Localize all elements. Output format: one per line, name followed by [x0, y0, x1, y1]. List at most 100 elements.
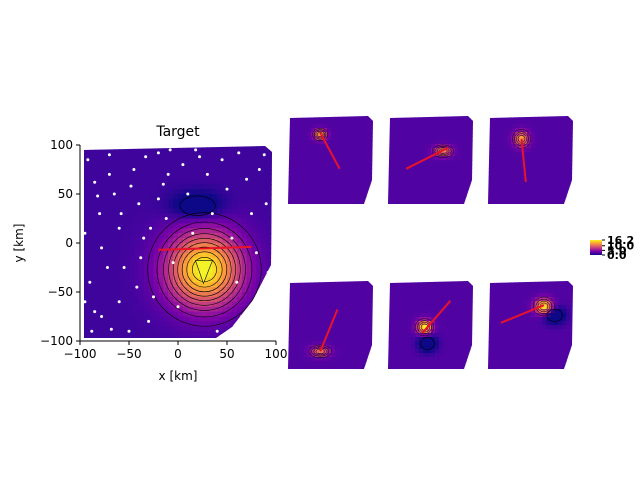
heat-cell [143, 282, 150, 288]
heat-cell [256, 321, 262, 327]
heat-cell [104, 282, 110, 288]
heat-cell [299, 128, 305, 133]
heat-cell [395, 285, 401, 290]
heat-cell [231, 243, 238, 249]
heat-cell [558, 329, 563, 334]
heat-cell [331, 357, 336, 362]
heat-cell [358, 345, 363, 350]
station-point [250, 212, 253, 216]
heat-cell [168, 169, 174, 175]
heat-cell [236, 146, 243, 151]
heat-cell [495, 293, 501, 298]
heat-cell [388, 313, 393, 318]
heat-cell [554, 128, 559, 133]
heat-cell [495, 160, 501, 165]
heat-cell [362, 132, 367, 137]
heat-cell [124, 146, 130, 151]
heat-cell [466, 337, 471, 342]
heat-cell [399, 353, 405, 358]
heat-cell [550, 192, 555, 197]
heat-cell [271, 208, 272, 215]
heat-cell [299, 281, 305, 286]
heat-cell [438, 305, 444, 310]
heat-cell [350, 128, 355, 133]
heat-cell [114, 277, 120, 283]
heat-cell [303, 349, 309, 354]
heat-cell [358, 140, 363, 145]
heat-cell [315, 345, 320, 350]
heat-cell [217, 272, 223, 278]
heat-cell [554, 317, 559, 322]
heat-cell [399, 357, 405, 362]
heat-cell [303, 365, 309, 369]
heat-cell [503, 152, 509, 157]
heat-cell [331, 128, 336, 133]
heat-cell [462, 160, 467, 165]
heat-cell [427, 281, 432, 286]
heat-cell [403, 365, 409, 369]
heat-cell [307, 357, 312, 362]
heat-cell [527, 184, 532, 189]
heat-cell [423, 152, 428, 157]
heat-cell [550, 200, 555, 204]
heat-cell [124, 198, 130, 205]
heat-cell [133, 267, 140, 273]
heat-cell [370, 152, 373, 157]
heat-cell [495, 168, 501, 173]
heat-cell [119, 247, 125, 254]
heat-cell [403, 160, 409, 165]
heat-cell [388, 168, 393, 173]
heat-cell [303, 345, 309, 350]
heat-cell [523, 120, 528, 125]
heat-cell [562, 176, 567, 181]
heat-cell [366, 200, 371, 204]
heat-cell [546, 144, 552, 149]
heat-cell [84, 287, 86, 293]
heat-cell [511, 196, 516, 201]
heat-cell [158, 272, 164, 278]
heat-cell [488, 285, 493, 290]
heat-cell [109, 169, 115, 175]
heat-cell [423, 317, 428, 322]
heat-cell [395, 329, 401, 334]
heat-cell [129, 233, 135, 239]
heat-cell [454, 164, 459, 169]
heat-cell [227, 174, 233, 180]
heat-cell [515, 297, 520, 302]
heat-cell [182, 213, 189, 220]
heat-cell [212, 169, 218, 175]
heat-cell [138, 238, 145, 244]
station-point [93, 310, 97, 314]
heat-cell [307, 309, 312, 314]
heat-cell [158, 179, 164, 185]
heat-cell [534, 140, 540, 145]
heat-cell [442, 124, 448, 129]
heat-cell [168, 194, 174, 200]
heat-cell [153, 282, 159, 288]
heat-cell [236, 252, 243, 259]
heat-cell [256, 262, 262, 269]
heat-cell [523, 124, 528, 129]
heat-cell [94, 252, 101, 259]
heat-cell [407, 180, 412, 185]
heat-cell [307, 341, 312, 346]
heat-cell [503, 353, 509, 358]
heat-cell [323, 305, 328, 310]
heat-cell [411, 172, 416, 177]
heat-cell [423, 144, 428, 149]
heat-cell [319, 140, 324, 145]
heat-cell [89, 243, 96, 249]
heat-cell [462, 365, 467, 369]
heat-cell [288, 309, 293, 314]
heat-cell [323, 188, 328, 193]
heat-cell [307, 281, 312, 286]
heat-cell [222, 326, 228, 332]
heat-cell [527, 168, 532, 173]
heat-cell [542, 192, 548, 197]
heat-cell [395, 144, 401, 149]
heat-cell [419, 361, 424, 366]
heat-cell [570, 349, 573, 354]
heat-cell [403, 341, 409, 346]
heat-cell [251, 213, 257, 220]
